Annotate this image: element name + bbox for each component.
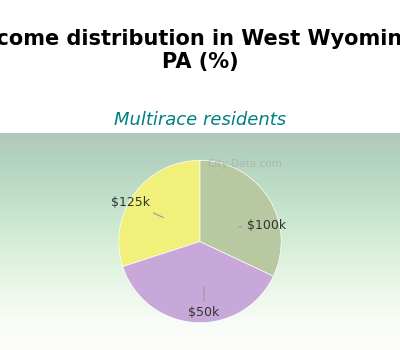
Wedge shape: [123, 241, 274, 323]
Text: City-Data.com: City-Data.com: [207, 159, 282, 169]
Wedge shape: [119, 160, 200, 267]
Wedge shape: [200, 160, 281, 276]
Text: Income distribution in West Wyoming,
PA (%): Income distribution in West Wyoming, PA …: [0, 29, 400, 72]
Text: $125k: $125k: [112, 196, 163, 218]
Text: $100k: $100k: [239, 219, 286, 232]
Text: Multirace residents: Multirace residents: [114, 111, 286, 129]
Text: $50k: $50k: [188, 287, 220, 320]
